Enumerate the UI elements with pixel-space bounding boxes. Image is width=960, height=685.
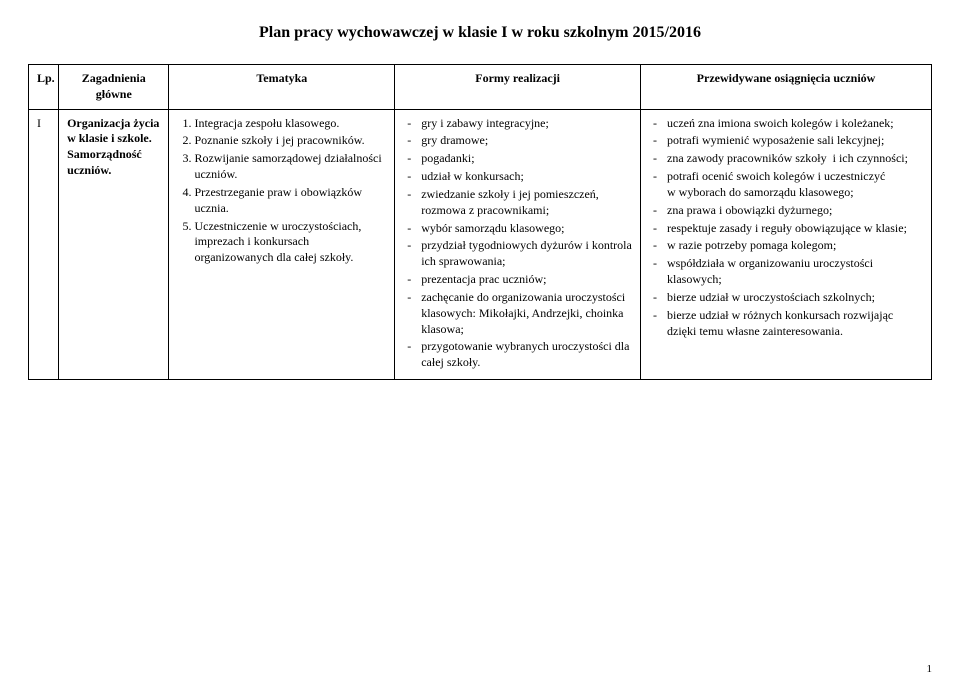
page-number: 1 [927,663,933,675]
cell-zagadnienia: Organizacja życia w klasie i szkole. Sam… [59,109,169,379]
osiagniecia-item: respektuje zasady i reguły obowiązujące … [649,221,923,237]
cell-tematyka: Integracja zespołu klasowego.Poznanie sz… [169,109,395,379]
osiagniecia-list: uczeń zna imiona swoich kolegów i koleża… [649,116,923,340]
osiagniecia-item: bierze udział w różnych konkursach rozwi… [649,308,923,340]
cell-lp: I [29,109,59,379]
table-row: I Organizacja życia w klasie i szkole. S… [29,109,932,379]
header-tematyka: Tematyka [169,65,395,110]
header-lp: Lp. [29,65,59,110]
tematyka-item: Integracja zespołu klasowego. [194,116,386,132]
formy-item: gry dramowe; [403,133,632,149]
formy-item: pogadanki; [403,151,632,167]
tematyka-item: Poznanie szkoły i jej pracowników. [194,133,386,149]
table-header-row: Lp. Zagadnienia główne Tematyka Formy re… [29,65,932,110]
tematyka-item: Uczestniczenie w uroczystościach, imprez… [194,219,386,266]
formy-item: przydział tygodniowych dyżurów i kontrol… [403,238,632,270]
tematyka-item: Przestrzeganie praw i obowiązków ucznia. [194,185,386,217]
osiagniecia-item: zna zawody pracowników szkoły i ich czyn… [649,151,923,167]
page-title: Plan pracy wychowawczej w klasie I w rok… [28,24,932,42]
header-formy: Formy realizacji [395,65,641,110]
formy-item: zwiedzanie szkoły i jej pomieszczeń, roz… [403,187,632,219]
plan-table: Lp. Zagadnienia główne Tematyka Formy re… [28,64,932,380]
osiagniecia-item: potrafi ocenić swoich kolegów i uczestni… [649,169,923,201]
formy-item: udział w konkursach; [403,169,632,185]
formy-item: zachęcanie do organizowania uroczystości… [403,290,632,337]
header-osiagniecia: Przewidywane osiągnięcia uczniów [641,65,932,110]
cell-formy: gry i zabawy integracyjne;gry dramowe; po… [395,109,641,379]
osiagniecia-item: bierze udział w uroczystościach szkolnyc… [649,290,923,306]
formy-list: gry i zabawy integracyjne;gry dramowe; po… [403,116,632,371]
osiagniecia-item: potrafi wymienić wyposażenie sali lekcyj… [649,133,923,149]
formy-item: prezentacja prac uczniów; [403,272,632,288]
osiagniecia-item: w razie potrzeby pomaga kolegom; [649,238,923,254]
tematyka-item: Rozwijanie samorządowej działalności ucz… [194,151,386,183]
osiagniecia-item: zna prawa i obowiązki dyżurnego; [649,203,923,219]
cell-osiagniecia: uczeń zna imiona swoich kolegów i koleża… [641,109,932,379]
formy-item: gry i zabawy integracyjne; [403,116,632,132]
osiagniecia-item: współdziała w organizowaniu uroczystości… [649,256,923,288]
formy-item: wybór samorządu klasowego; [403,221,632,237]
osiagniecia-item: uczeń zna imiona swoich kolegów i koleża… [649,116,923,132]
formy-item: przygotowanie wybranych uroczystości dla… [403,339,632,371]
header-zagadnienia: Zagadnienia główne [59,65,169,110]
tematyka-list: Integracja zespołu klasowego.Poznanie sz… [177,116,386,266]
